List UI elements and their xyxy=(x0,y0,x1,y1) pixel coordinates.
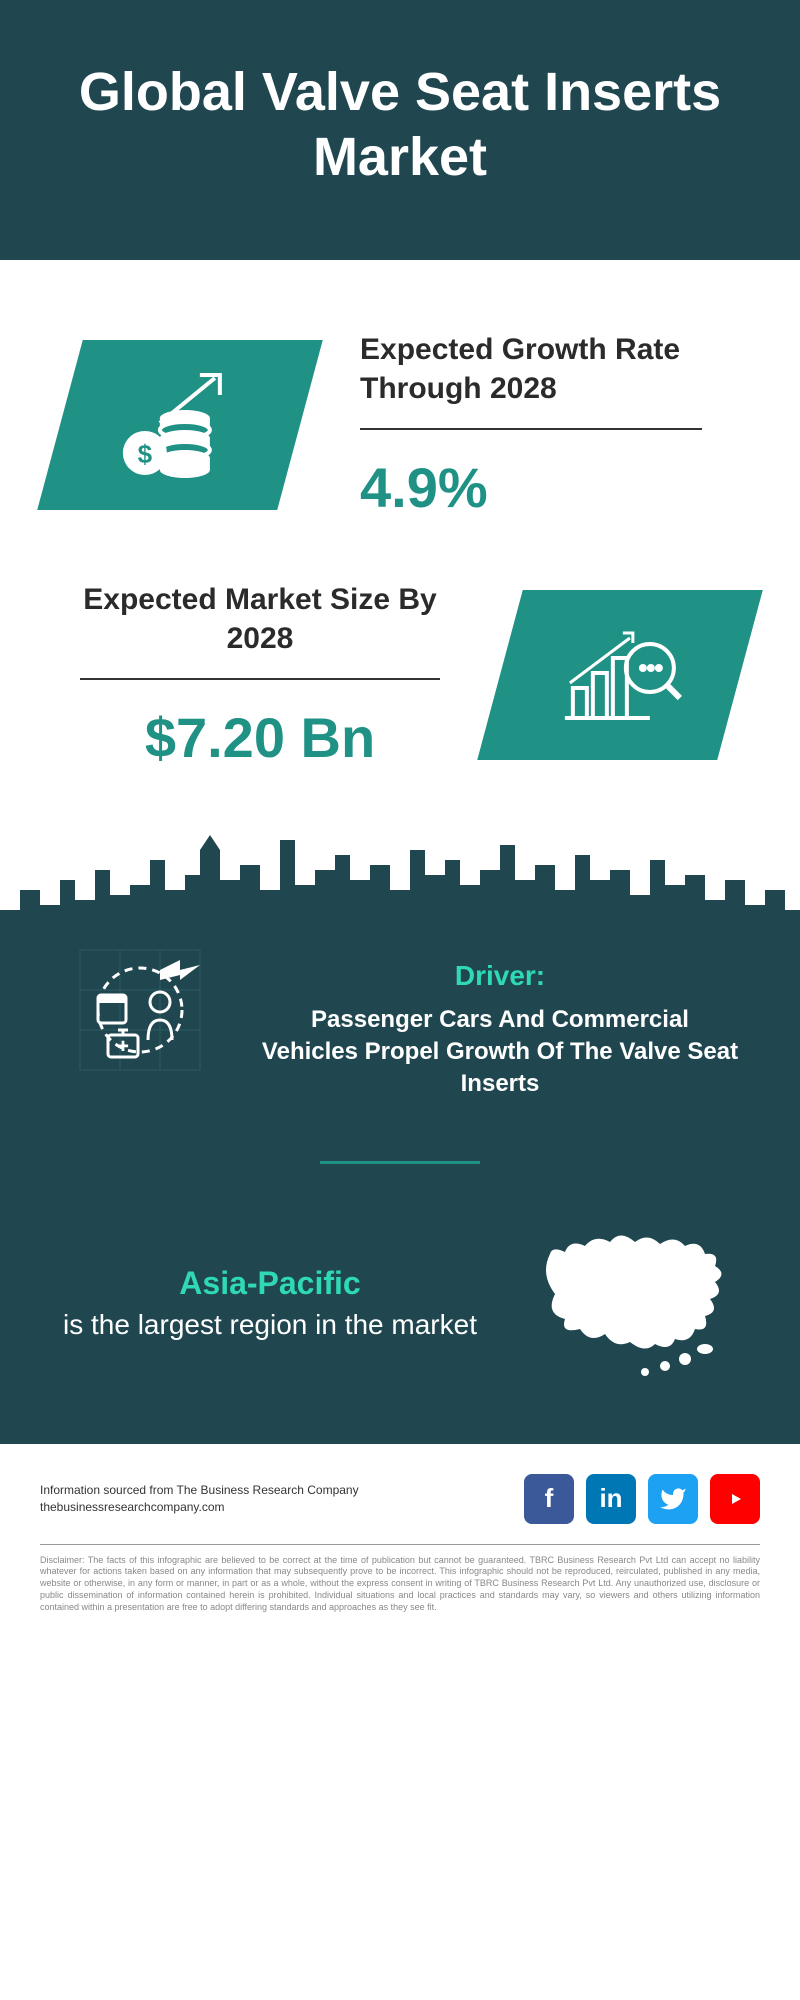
region-subtext: is the largest region in the market xyxy=(63,1309,477,1340)
market-icon-bg xyxy=(477,590,763,760)
youtube-icon[interactable] xyxy=(710,1474,760,1524)
footer: Information sourced from The Business Re… xyxy=(0,1444,800,1633)
divider xyxy=(80,678,440,680)
driver-text-block: Driver: Passenger Cars And Commercial Ve… xyxy=(260,940,740,1101)
driver-row: ✚ Driver: Passenger Cars And Commercial … xyxy=(60,940,740,1101)
stat-growth-section: $ Expected Growth Rate Through 2028 4.9% xyxy=(0,280,800,550)
region-row: Asia-Pacific is the largest region in th… xyxy=(60,1224,740,1384)
asia-map-icon xyxy=(520,1224,740,1384)
market-value: $7.20 Bn xyxy=(60,705,460,770)
driver-label: Driver: xyxy=(260,960,740,992)
stat-market-section: Expected Market Size By 2028 $7.20 Bn xyxy=(0,550,800,820)
driver-graphic-icon: ✚ xyxy=(60,930,220,1090)
disclaimer-text: Disclaimer: The facts of this infographi… xyxy=(40,1555,760,1613)
disclaimer-rule xyxy=(40,1544,760,1545)
region-text-block: Asia-Pacific is the largest region in th… xyxy=(60,1265,480,1343)
growth-label: Expected Growth Rate Through 2028 xyxy=(360,330,740,408)
svg-text:✚: ✚ xyxy=(117,1038,129,1054)
linkedin-icon[interactable]: in xyxy=(586,1474,636,1524)
social-row: f in xyxy=(524,1474,760,1524)
svg-text:$: $ xyxy=(138,438,153,468)
twitter-icon[interactable] xyxy=(648,1474,698,1524)
driver-icon-container: ✚ xyxy=(60,930,220,1090)
driver-description: Passenger Cars And Commercial Vehicles P… xyxy=(260,1004,740,1101)
facebook-icon[interactable]: f xyxy=(524,1474,574,1524)
page-title: Global Valve Seat Inserts Market xyxy=(40,60,760,190)
market-label: Expected Market Size By 2028 xyxy=(60,580,460,658)
growth-icon-bg: $ xyxy=(37,340,323,510)
growth-value: 4.9% xyxy=(360,455,740,520)
market-stat-block: Expected Market Size By 2028 $7.20 Bn xyxy=(60,580,460,770)
header: Global Valve Seat Inserts Market xyxy=(0,0,800,260)
footer-row: Information sourced from The Business Re… xyxy=(40,1474,760,1524)
divider xyxy=(360,428,702,430)
region-highlight: Asia-Pacific xyxy=(60,1265,480,1302)
growth-stat-block: Expected Growth Rate Through 2028 4.9% xyxy=(340,330,740,520)
coins-arrow-icon: $ xyxy=(115,362,245,482)
skyline-silhouette xyxy=(0,820,800,940)
chart-magnify-icon xyxy=(555,612,685,732)
dark-section: ✚ Driver: Passenger Cars And Commercial … xyxy=(0,940,800,1444)
source-line2: thebusinessresearchcompany.com xyxy=(40,1499,359,1516)
region-divider xyxy=(320,1161,480,1164)
footer-source: Information sourced from The Business Re… xyxy=(40,1482,359,1516)
source-line1: Information sourced from The Business Re… xyxy=(40,1482,359,1499)
